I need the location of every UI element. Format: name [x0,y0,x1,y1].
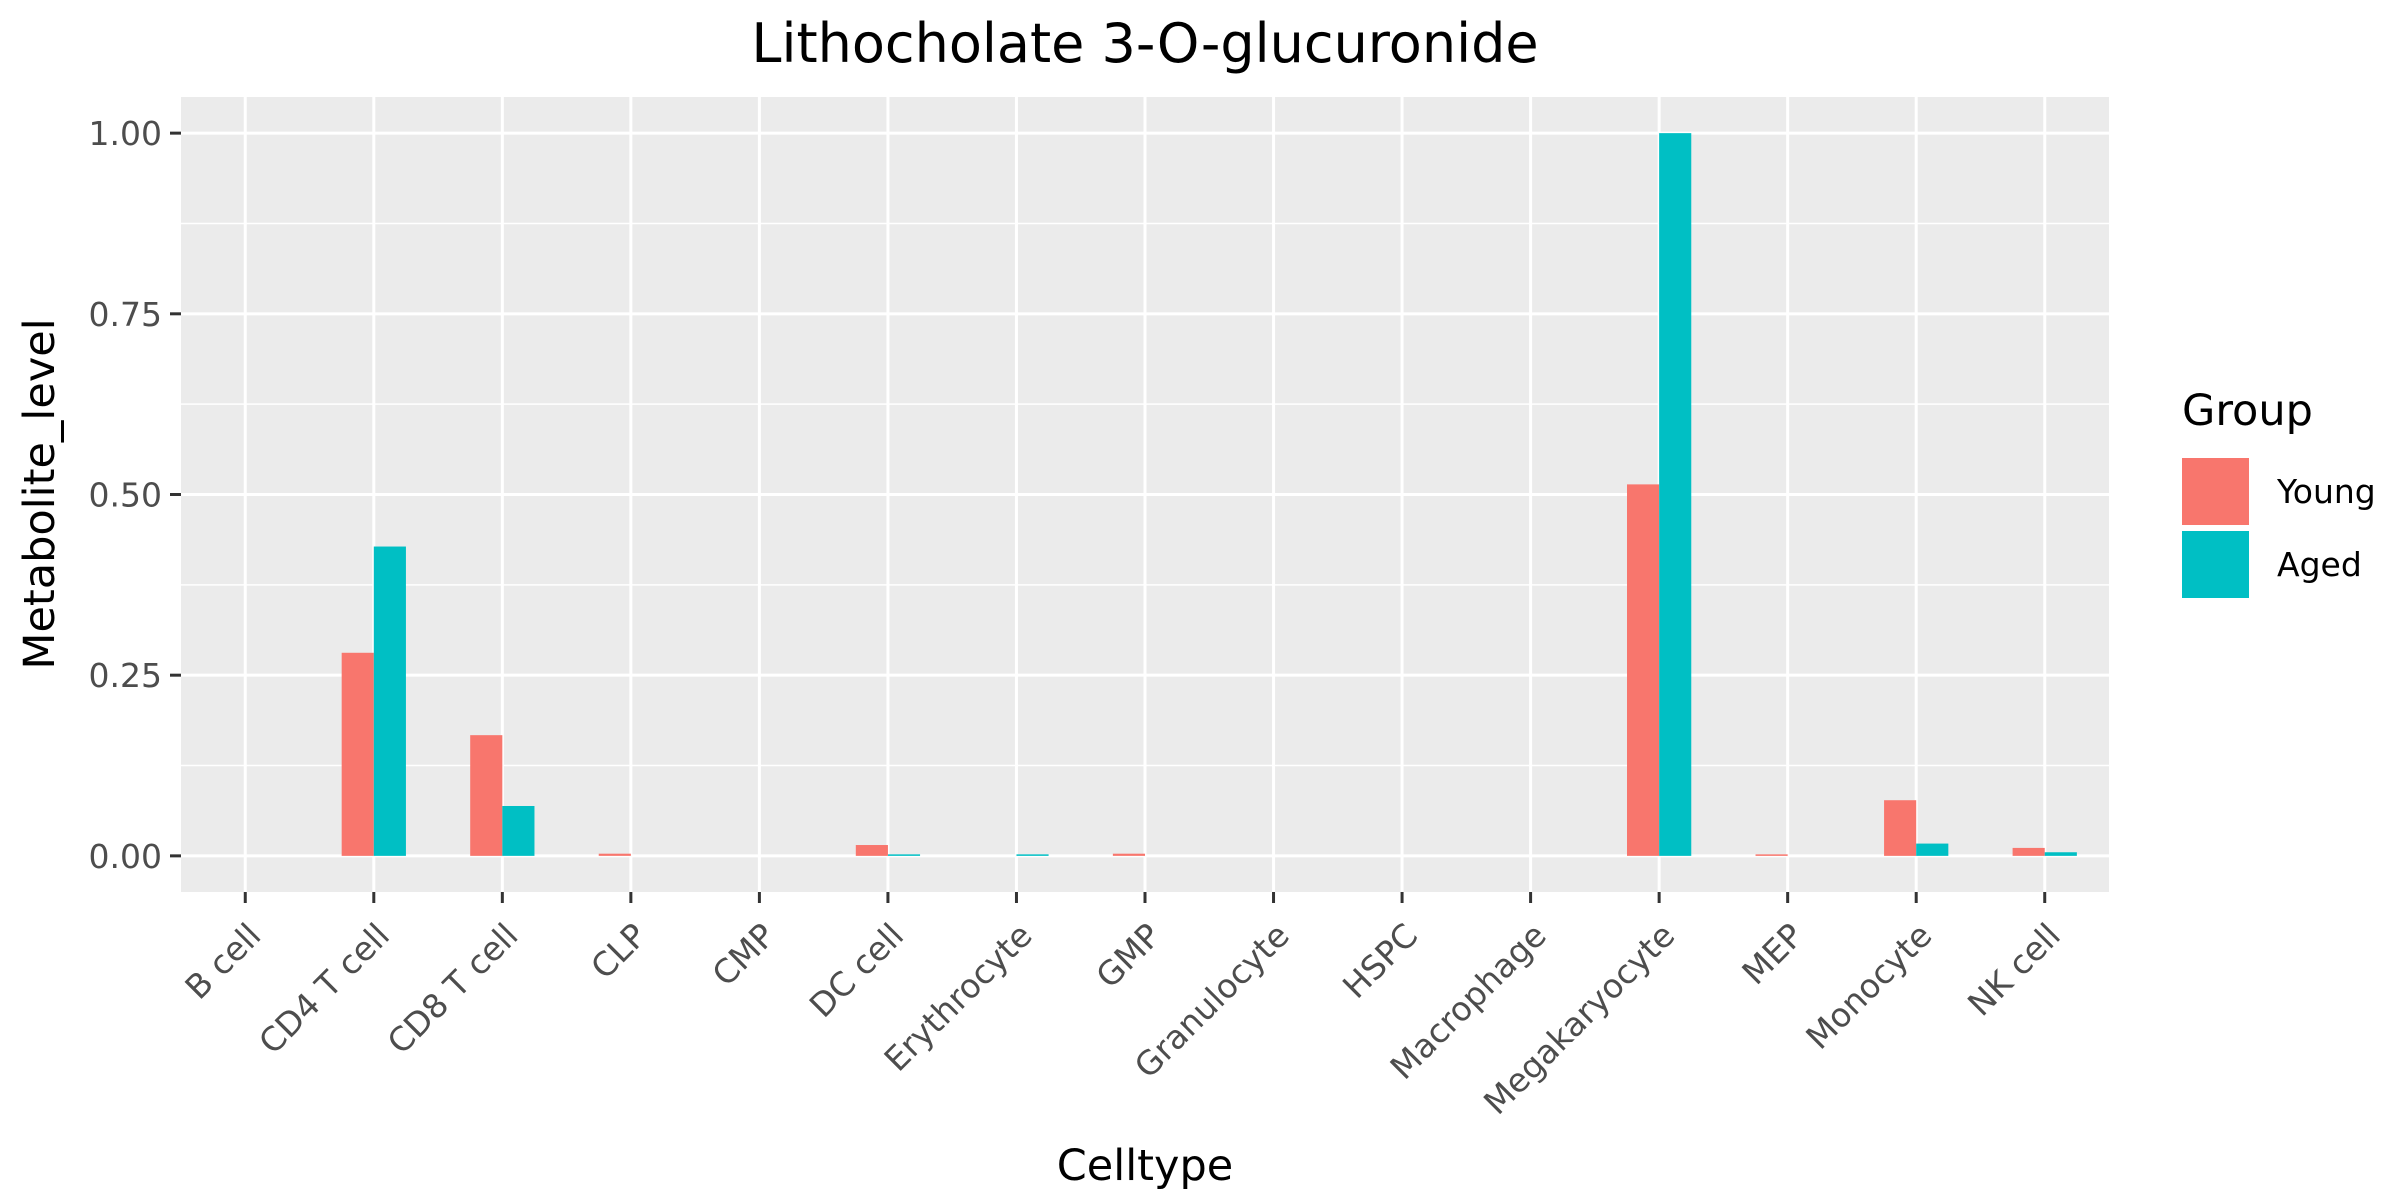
bar-young [2012,847,2045,856]
bar-aged [887,854,921,856]
y-axis: 0.00 0.25 0.50 0.75 1.00 [89,114,181,876]
y-tick-label: 0.25 [89,656,162,695]
legend: Group Young Aged [2182,386,2376,598]
bar-aged [1016,854,1049,856]
legend-label-aged: Aged [2277,545,2362,584]
bar-young [341,652,374,856]
bar-young [1627,484,1660,856]
x-tick-label: MEP [1734,916,1811,993]
legend-label-young: Young [2276,472,2376,511]
x-tick-label: NK cell [1960,916,2068,1024]
bar-young [470,735,503,856]
x-tick-label: GMP [1088,916,1168,996]
y-tick-label: 1.00 [89,114,162,153]
bar-aged [2044,852,2077,856]
x-tick-label: CMP [705,916,783,994]
bar-young [855,845,888,856]
y-tick-label: 0.75 [89,295,162,334]
x-tick-label: CD4 T cell [251,916,397,1062]
legend-key-aged [2182,531,2249,598]
bar-aged [1916,843,1949,856]
bar-aged [502,805,535,856]
x-tick-label: CD8 T cell [380,916,526,1062]
x-tick-label: CLP [583,916,654,987]
bar-young [1884,800,1917,856]
bar-young [1112,853,1145,856]
chart-title: Lithocholate 3-O-glucuronide [751,12,1538,75]
legend-title: Group [2182,386,2313,436]
x-tick-label: B cell [177,916,268,1007]
y-axis-title: Metabolite_level [15,318,65,669]
x-tick-label: Monocyte [1798,916,1939,1057]
x-tick-label: DC cell [802,916,911,1025]
y-tick-label: 0.00 [89,837,162,876]
bar-young [1755,854,1788,856]
bar-aged [373,546,406,856]
bar-young [598,853,631,856]
bar-aged [1659,133,1692,856]
y-tick-label: 0.50 [89,476,162,515]
x-axis-title: Celltype [1057,1141,1233,1191]
legend-key-young [2182,458,2249,525]
bars [341,133,2077,856]
x-tick-label: HSPC [1335,916,1425,1006]
